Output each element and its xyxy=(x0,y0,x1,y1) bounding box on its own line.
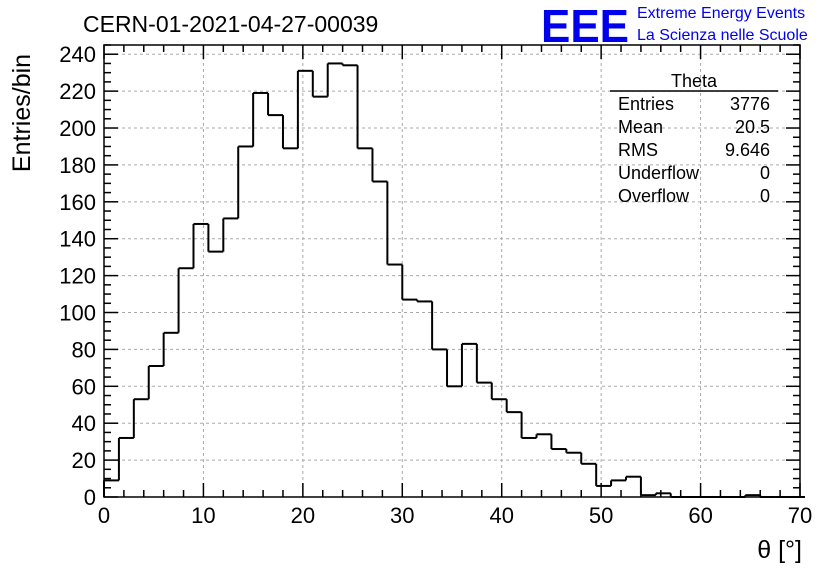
x-tick-label: 50 xyxy=(589,503,613,528)
y-axis-ticks: 0 20 40 60 80 100 120 140 160 180 200 220 240 xyxy=(59,42,800,510)
histogram-bin xyxy=(475,343,492,384)
histogram-bin xyxy=(311,70,328,98)
y-tick-label: 40 xyxy=(72,411,96,436)
histogram-bin xyxy=(192,222,209,269)
x-axis-label: θ [°] xyxy=(757,536,802,564)
histogram-bin xyxy=(401,264,418,301)
stats-row-value: 20.5 xyxy=(735,117,770,137)
histogram-bin xyxy=(267,92,283,117)
histogram-bin xyxy=(460,342,477,387)
y-tick-label: 240 xyxy=(59,42,96,67)
x-axis-ticks: 0 10 20 30 40 50 60 70 xyxy=(98,45,812,528)
x-tick-label: 10 xyxy=(191,503,215,528)
x-tick-label: 20 xyxy=(291,503,315,528)
stats-title: Theta xyxy=(671,71,718,91)
y-axis-label: Entries/bin xyxy=(8,54,36,172)
histogram-bin xyxy=(431,301,448,351)
histogram-bin xyxy=(371,148,388,183)
histogram-bin xyxy=(565,449,582,454)
histogram-bin xyxy=(505,399,522,414)
histogram-bin xyxy=(252,91,269,147)
stats-row-label: Entries xyxy=(618,94,674,114)
histogram-bin xyxy=(356,65,373,150)
histogram-bin xyxy=(535,433,552,438)
y-tick-label: 60 xyxy=(72,374,96,399)
stats-box: Theta Entries 3776 Mean 20.5 RMS 9.646 Underfl… xyxy=(610,71,778,206)
histogram-bin xyxy=(103,479,119,497)
stats-row-value: 0 xyxy=(760,163,770,183)
y-tick-label: 180 xyxy=(59,153,96,178)
histogram-bin xyxy=(132,398,149,438)
x-tick-label: 70 xyxy=(788,503,812,528)
logo-letters: EEE xyxy=(541,0,629,52)
stats-row-value: 0 xyxy=(760,186,770,206)
histogram-bin xyxy=(625,475,641,481)
y-tick-label: 120 xyxy=(59,264,96,289)
histogram-bin xyxy=(654,492,671,496)
y-tick-label: 0 xyxy=(84,485,96,510)
x-tick-label: 60 xyxy=(688,503,712,528)
histogram-bin xyxy=(237,145,254,219)
logo-line-1: Extreme Energy Events xyxy=(637,5,805,22)
histogram-bin xyxy=(490,382,507,401)
y-tick-label: 220 xyxy=(59,79,96,104)
x-tick-label: 0 xyxy=(98,503,110,528)
stats-row-label: Mean xyxy=(618,117,663,137)
histogram-bin xyxy=(117,436,134,481)
histogram-bin xyxy=(580,452,597,465)
histogram-bin xyxy=(341,63,358,67)
y-tick-label: 140 xyxy=(59,227,96,252)
eee-logo: EEE Extreme Energy Events La Scienza nel… xyxy=(541,0,808,52)
histogram-bin xyxy=(147,365,164,400)
histogram-bin xyxy=(610,479,626,486)
run-title: CERN-01-2021-04-27-00039 xyxy=(83,11,378,37)
histogram-bin xyxy=(296,69,313,149)
y-tick-label: 80 xyxy=(72,337,96,362)
x-tick-label: 40 xyxy=(489,503,513,528)
axes xyxy=(103,44,801,498)
y-tick-label: 160 xyxy=(59,190,96,215)
histogram-bin xyxy=(446,349,462,388)
y-tick-label: 200 xyxy=(59,116,96,141)
histogram-bin xyxy=(177,267,194,333)
histogram-bin xyxy=(595,463,612,487)
stats-row-label: RMS xyxy=(618,140,658,160)
histogram-bin xyxy=(386,181,403,266)
stats-row-label: Overflow xyxy=(618,186,690,206)
stats-row-value: 9.646 xyxy=(725,140,770,160)
histogram-bin xyxy=(550,434,567,451)
stats-row-label: Underflow xyxy=(618,163,700,183)
histogram-bin xyxy=(416,299,433,303)
stats-row-value: 3776 xyxy=(730,94,770,114)
y-tick-label: 100 xyxy=(59,301,96,326)
histogram-bin xyxy=(281,115,298,150)
y-tick-label: 20 xyxy=(72,448,96,473)
histogram-series xyxy=(103,62,805,498)
histogram-bin xyxy=(222,217,239,252)
histogram-bin xyxy=(162,331,179,367)
x-tick-label: 30 xyxy=(390,503,414,528)
histogram-bin xyxy=(326,62,343,97)
histogram-bin xyxy=(639,476,656,497)
plot-frame xyxy=(103,44,801,498)
histogram-bin xyxy=(207,223,224,253)
logo-line-2: La Scienza nelle Scuole xyxy=(637,27,808,44)
grid-lines xyxy=(104,45,800,497)
histogram-bin xyxy=(520,412,537,439)
